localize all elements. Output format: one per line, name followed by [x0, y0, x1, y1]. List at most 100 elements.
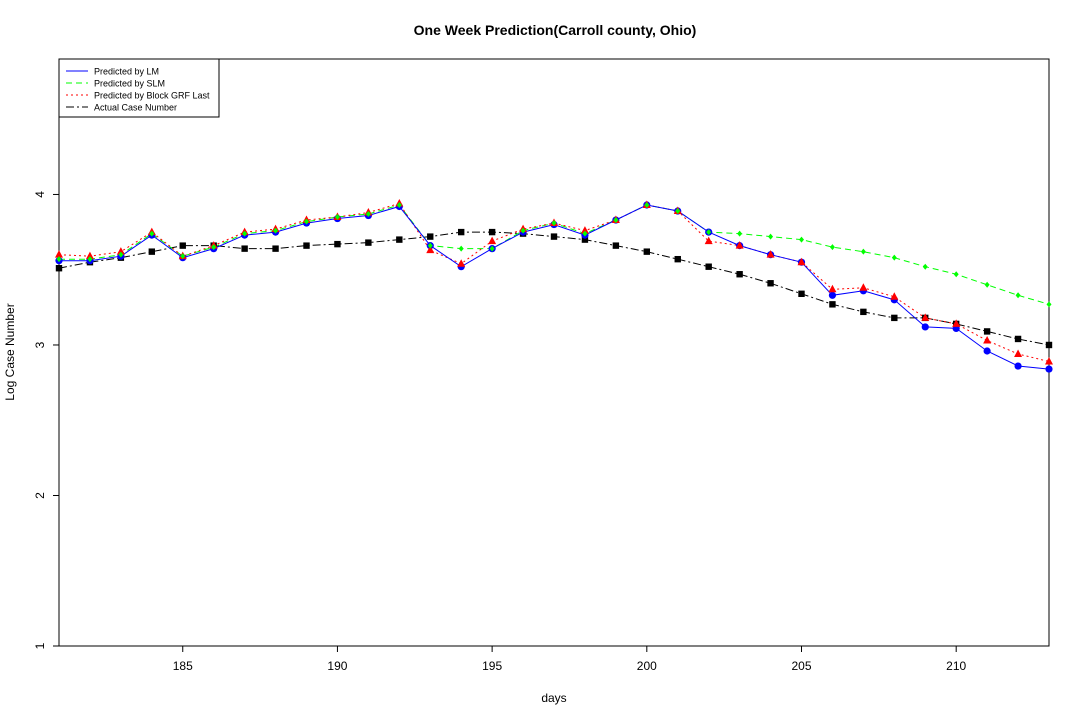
data-point	[304, 218, 309, 225]
data-point	[426, 245, 435, 254]
series-markers-1	[56, 201, 1052, 308]
series-0	[59, 204, 1050, 370]
data-point	[118, 251, 124, 258]
series-markers-0	[55, 201, 1053, 373]
y-tick-label: 1	[33, 642, 47, 649]
data-point	[983, 328, 991, 335]
data-point	[396, 236, 403, 243]
data-point	[550, 233, 558, 240]
data-point	[612, 242, 620, 249]
data-point	[365, 239, 372, 246]
data-point	[55, 265, 63, 272]
data-point	[489, 245, 495, 252]
data-point	[85, 251, 94, 260]
data-point	[457, 228, 465, 236]
data-point	[427, 242, 433, 249]
data-point	[149, 230, 155, 237]
data-point	[675, 208, 681, 215]
legend-label: Predicted by Block GRF Last	[94, 91, 210, 101]
data-point	[580, 226, 589, 234]
x-axis-label: days	[541, 691, 566, 705]
legend: Predicted by LM Predicted by SLM Predicted…	[58, 58, 220, 118]
data-point	[180, 253, 186, 260]
data-point	[303, 242, 310, 249]
data-point	[705, 263, 712, 270]
data-point	[860, 308, 867, 316]
data-point	[457, 259, 466, 267]
data-point	[179, 242, 186, 249]
x-tick-label: 195	[482, 659, 502, 673]
data-point	[458, 245, 464, 252]
data-point	[582, 230, 588, 237]
data-point	[242, 230, 248, 237]
data-point	[427, 233, 434, 240]
data-point	[952, 319, 961, 327]
plot-frame	[58, 58, 1050, 647]
data-point	[551, 220, 557, 227]
data-point	[921, 323, 929, 331]
data-point	[1014, 362, 1022, 370]
data-point	[891, 314, 898, 322]
data-point	[766, 250, 775, 258]
data-point	[1014, 335, 1022, 343]
series-layer	[55, 198, 1053, 373]
data-point	[365, 211, 371, 218]
x-tick-label: 210	[946, 659, 966, 673]
data-point	[334, 240, 341, 248]
data-point	[706, 229, 712, 236]
y-tick-label: 4	[33, 191, 47, 198]
data-point	[1015, 292, 1021, 299]
data-point	[767, 280, 774, 287]
data-point	[983, 335, 992, 344]
data-point	[56, 256, 62, 263]
data-point	[211, 244, 217, 251]
data-point	[828, 291, 837, 299]
data-point	[55, 250, 63, 258]
x-tick-label: 200	[637, 659, 657, 673]
data-point	[87, 256, 93, 263]
data-point	[1046, 301, 1052, 308]
legend-label: Predicted by LM	[94, 67, 159, 77]
data-point	[953, 271, 959, 278]
y-axis-label: Log Case Number	[3, 303, 17, 400]
data-point	[983, 347, 991, 355]
data-point	[768, 233, 774, 240]
data-point	[520, 227, 526, 234]
data-point	[736, 271, 743, 278]
data-point	[581, 236, 589, 243]
chart-title: One Week Prediction(Carroll county, Ohio…	[414, 22, 697, 38]
data-point	[829, 244, 835, 251]
data-point	[1045, 365, 1053, 373]
data-point	[797, 257, 806, 266]
data-point	[799, 236, 804, 243]
data-point	[860, 248, 866, 255]
x-tick-label: 185	[173, 659, 193, 673]
y-tick-label: 2	[33, 492, 47, 499]
y-tick-label: 3	[33, 341, 47, 348]
data-point	[704, 236, 713, 245]
data-point	[859, 283, 868, 291]
data-point	[984, 281, 990, 288]
series-line	[59, 204, 1050, 370]
x-tick-label: 190	[327, 659, 347, 673]
x-axis: 185 190 195 200 205 210	[173, 646, 967, 673]
data-point	[674, 255, 681, 263]
data-point	[890, 292, 899, 300]
data-point	[828, 284, 837, 293]
data-point	[613, 217, 619, 224]
data-point	[396, 201, 402, 208]
data-point	[643, 248, 651, 255]
data-point	[1045, 341, 1053, 349]
data-point	[891, 254, 897, 261]
data-point	[1014, 349, 1023, 358]
data-point	[798, 290, 805, 297]
data-point	[116, 247, 125, 255]
data-point	[273, 227, 279, 234]
data-point	[735, 241, 744, 249]
data-point	[1045, 357, 1053, 365]
data-point	[829, 301, 836, 308]
data-point	[334, 214, 340, 221]
data-point	[488, 228, 496, 236]
